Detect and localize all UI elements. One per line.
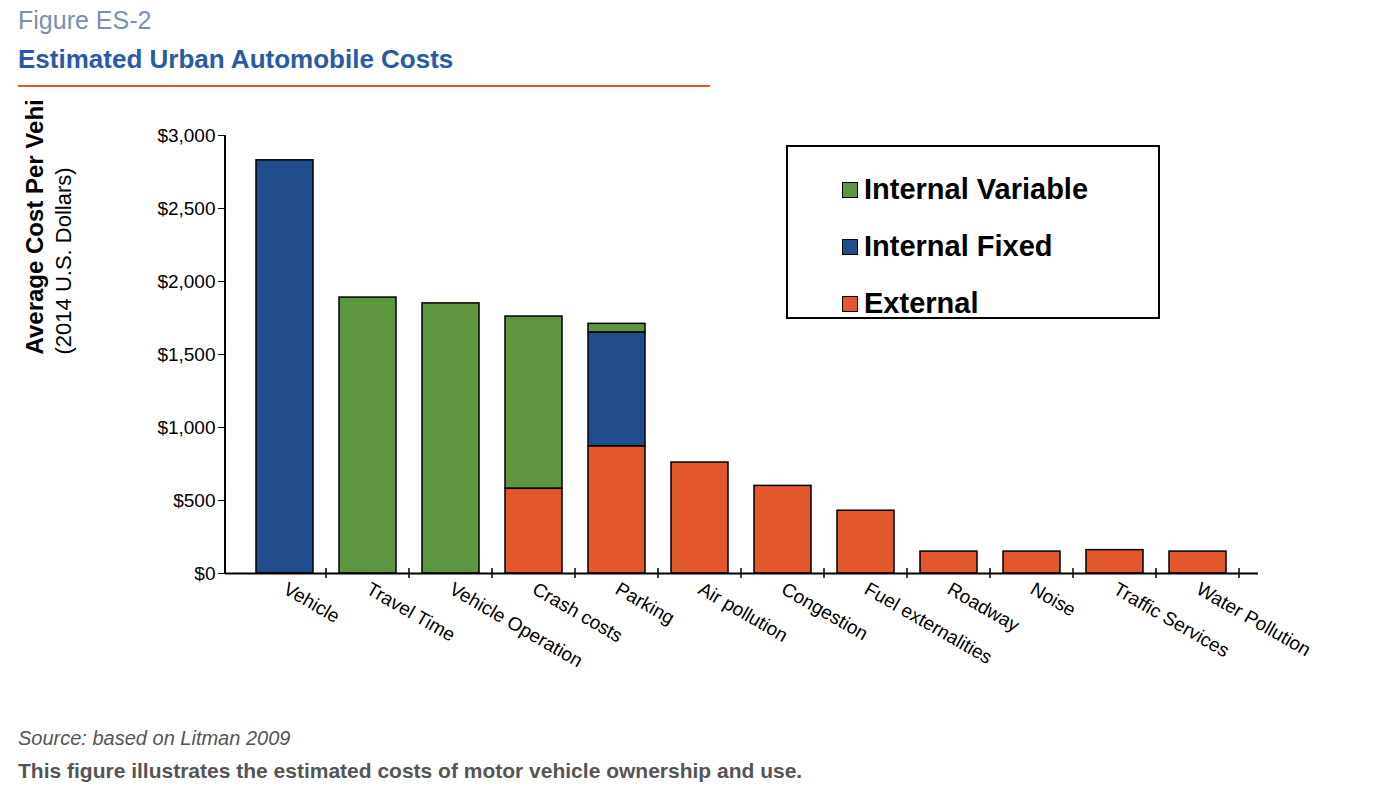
html-text:Estimated Urban Automobile Cos: Estimated Urban Automobile Costs	[18, 44, 454, 74]
svg-text:Fuel externalities: Fuel externalities	[861, 578, 996, 668]
svg-text:$0: $0	[194, 563, 215, 584]
svg-text:Travel Time: Travel Time	[363, 578, 459, 645]
html-text:External: External	[864, 287, 979, 319]
svg-text:Parking: Parking	[612, 578, 678, 628]
svg-text:Vehicle Operation: Vehicle Operation	[446, 578, 587, 672]
svg-text:$2,500: $2,500	[157, 198, 215, 219]
svg-text:$2,000: $2,000	[157, 271, 215, 292]
svg-text:Roadway: Roadway	[944, 578, 1024, 636]
svg-text:Crash costs: Crash costs	[529, 578, 626, 646]
html-text:This figure illustrates the es: This figure illustrates the estimated co…	[18, 759, 803, 782]
svg-text:Air pollution: Air pollution	[695, 578, 791, 646]
svg-text:$3,000: $3,000	[157, 125, 215, 146]
svg-text:Traffic Services: Traffic Services	[1110, 578, 1233, 662]
html-text:Figure ES-2: Figure ES-2	[18, 6, 152, 34]
svg-text:Noise: Noise	[1027, 578, 1080, 620]
svg-text:$1,000: $1,000	[157, 417, 215, 438]
html-text:Internal Variable: Internal Variable	[864, 173, 1088, 205]
svg-text:Vehicle: Vehicle	[280, 578, 344, 627]
svg-text:$1,500: $1,500	[157, 344, 215, 365]
html-text:Source: based on Litman 2009: Source: based on Litman 2009	[18, 727, 291, 749]
svg-text:$500: $500	[173, 490, 215, 511]
svg-text:(2014 U.S. Dollars): (2014 U.S. Dollars)	[51, 167, 76, 354]
html-text:Internal Fixed: Internal Fixed	[864, 230, 1053, 262]
svg-text:Average Cost Per Vehicle-Year: Average Cost Per Vehicle-Year	[21, 100, 48, 355]
svg-text:Water Pollution: Water Pollution	[1193, 578, 1314, 660]
svg-text:Congestion: Congestion	[778, 578, 872, 644]
